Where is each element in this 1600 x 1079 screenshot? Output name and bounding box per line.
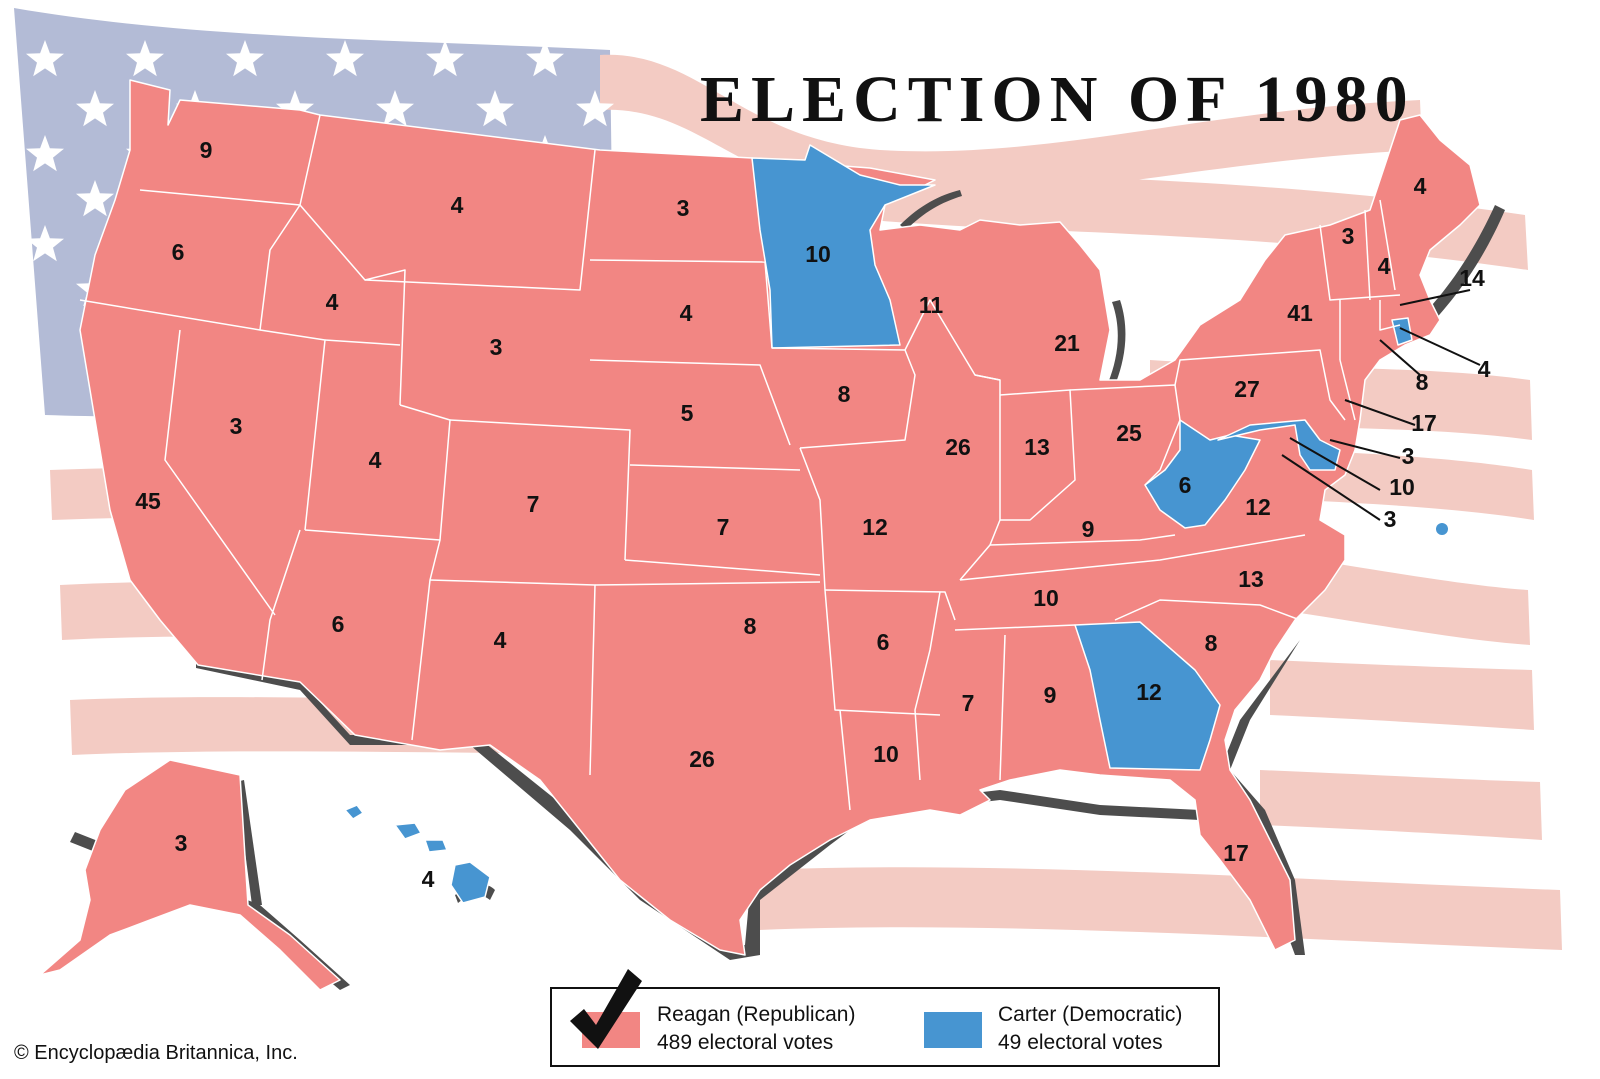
- state-votes-nm: 4: [494, 627, 507, 653]
- state-shape-ga: [1074, 621, 1221, 771]
- flag-star: [526, 40, 564, 77]
- flag-star: [476, 90, 514, 127]
- flag-star: [576, 90, 614, 127]
- flag-star: [326, 40, 364, 77]
- state-votes-co: 7: [527, 491, 540, 517]
- leader-line-ri: [1399, 327, 1481, 366]
- state-votes-sc: 8: [1205, 630, 1218, 656]
- state-votes-mt: 4: [451, 192, 464, 218]
- legend-carter-name: Carter (Democratic): [998, 1003, 1183, 1026]
- state-votes-sd: 4: [680, 300, 693, 326]
- flag-star: [76, 180, 114, 217]
- state-shape-hi: [344, 804, 491, 904]
- state-votes-ne: 5: [681, 400, 694, 426]
- state-votes-ar: 6: [877, 629, 890, 655]
- state-votes-mo: 12: [862, 514, 888, 540]
- state-votes-mn: 10: [805, 241, 831, 267]
- flag-star: [376, 90, 414, 127]
- state-votes-ak: 3: [175, 830, 188, 856]
- state-votes-wi: 11: [919, 292, 944, 318]
- state-shape-ak: [39, 759, 341, 991]
- state-votes-la: 10: [873, 741, 899, 767]
- legend-swatch-carter: [924, 1012, 982, 1048]
- state-votes-ms: 7: [962, 690, 975, 716]
- copyright-credit: © Encyclopædia Britannica, Inc.: [14, 1042, 298, 1064]
- state-votes-ca: 45: [135, 488, 161, 514]
- state-votes-oh: 25: [1116, 420, 1142, 446]
- state-votes-wv: 6: [1179, 472, 1192, 498]
- state-votes-ga: 12: [1136, 679, 1162, 705]
- states: [39, 79, 1481, 991]
- state-shape-ri: [1391, 317, 1413, 346]
- flag-star: [26, 135, 64, 172]
- state-votes-nd: 3: [677, 195, 690, 221]
- state-votes-va: 12: [1245, 494, 1271, 520]
- leader-line-md: [1289, 437, 1381, 491]
- state-votes-wy: 3: [490, 334, 503, 360]
- legend-reagan-votes: 489 electoral votes: [657, 1031, 834, 1054]
- state-votes-nv: 3: [230, 413, 243, 439]
- state-votes-wa: 9: [200, 137, 213, 163]
- state-votes-tn: 10: [1033, 585, 1059, 611]
- legend-carter-votes: 49 electoral votes: [998, 1031, 1163, 1054]
- state-votes-al: 9: [1044, 682, 1057, 708]
- flag-star: [76, 90, 114, 127]
- flag-star: [126, 40, 164, 77]
- flag-star: [26, 40, 64, 77]
- state-votes-ks: 7: [717, 514, 730, 540]
- state-votes-dc: 3: [1384, 506, 1397, 532]
- state-votes-id: 4: [326, 289, 339, 315]
- state-votes-pa: 27: [1234, 376, 1260, 402]
- leader-line-de: [1329, 439, 1401, 459]
- flag-star: [26, 225, 64, 262]
- state-votes-ut: 4: [369, 447, 382, 473]
- legend-entry-carter: Carter (Democratic) 49 electoral votes: [998, 1001, 1182, 1057]
- state-shape-md: [1217, 419, 1341, 471]
- state-votes-az: 6: [332, 611, 345, 637]
- state-votes-mi: 21: [1054, 330, 1080, 356]
- state-votes-vt: 3: [1342, 223, 1355, 249]
- leader-line-nj: [1344, 399, 1416, 426]
- flag-star: [226, 40, 264, 77]
- leader-lines: [1281, 289, 1481, 521]
- legend-entry-reagan: Reagan (Republican) 489 electoral votes: [657, 1001, 855, 1057]
- state-votes-ky: 9: [1082, 516, 1095, 542]
- page-title: ELECTION OF 1980: [700, 63, 1415, 136]
- state-votes-md: 10: [1389, 474, 1415, 500]
- state-votes-ma: 14: [1459, 265, 1485, 291]
- state-votes-in: 13: [1024, 434, 1050, 460]
- dc-dot: [1436, 523, 1448, 535]
- state-shape-mn: [751, 144, 936, 349]
- leader-line-dc: [1281, 454, 1381, 521]
- state-votes-nc: 13: [1238, 566, 1264, 592]
- state-vote-labels: 9645344346743457826108126101126211325910…: [135, 137, 1490, 892]
- state-votes-de: 3: [1402, 443, 1415, 469]
- state-votes-il: 26: [945, 434, 971, 460]
- state-votes-ri: 4: [1478, 356, 1491, 382]
- state-votes-nj: 17: [1411, 410, 1437, 436]
- state-votes-or: 6: [172, 239, 185, 265]
- flag-star: [276, 90, 314, 127]
- flag-star: [426, 40, 464, 77]
- state-votes-hi: 4: [422, 866, 435, 892]
- state-votes-ct: 8: [1416, 369, 1429, 395]
- state-borders: [79, 114, 1401, 811]
- state-votes-ok: 8: [744, 613, 757, 639]
- state-votes-fl: 17: [1223, 840, 1249, 866]
- state-votes-ia: 8: [838, 381, 851, 407]
- leader-line-ma: [1399, 289, 1471, 306]
- state-votes-nh: 4: [1378, 253, 1391, 279]
- leader-line-ct: [1379, 339, 1421, 376]
- state-votes-tx: 26: [689, 746, 715, 772]
- legend: Reagan (Republican) 489 electoral votes …: [550, 969, 1220, 1067]
- checkmark-icon: [570, 969, 642, 1049]
- state-votes-me: 4: [1414, 173, 1427, 199]
- state-votes-ny: 41: [1287, 300, 1313, 326]
- legend-reagan-name: Reagan (Republican): [657, 1003, 856, 1026]
